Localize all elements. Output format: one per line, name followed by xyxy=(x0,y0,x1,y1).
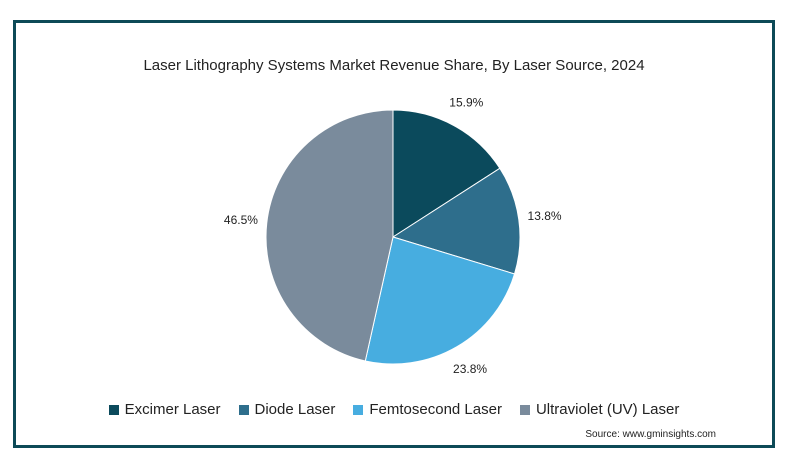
legend-label-diode-laser: Diode Laser xyxy=(254,401,336,418)
legend-label-femtosecond-laser: Femtosecond Laser xyxy=(369,401,502,418)
slice-label-ultraviolet-laser: 46.5% xyxy=(224,213,258,227)
legend-item-ultraviolet-laser: Ultraviolet (UV) Laser xyxy=(519,401,680,418)
legend-item-diode-laser: Diode Laser xyxy=(238,401,336,418)
slice-label-excimer-laser: 15.9% xyxy=(449,96,483,110)
pie-slice-femtosecond-laser xyxy=(364,236,516,365)
chart-title: Laser Lithography Systems Market Revenue… xyxy=(143,57,645,74)
slice-label-diode-laser: 13.8% xyxy=(528,209,562,223)
legend-swatch-ultraviolet-laser xyxy=(519,404,530,415)
source-note: Source: www.gminsights.com xyxy=(585,429,716,440)
legend-item-femtosecond-laser: Femtosecond Laser xyxy=(353,401,502,418)
pie-chart: 15.9% 13.8% 23.8% 46.5% xyxy=(224,96,562,376)
legend-swatch-diode-laser xyxy=(238,404,249,415)
pie-slice-diode-laser xyxy=(391,167,521,275)
pie-slice-excimer-laser xyxy=(392,109,501,238)
chart-legend: Excimer Laser Diode Laser Femtosecond La… xyxy=(16,401,772,418)
legend-swatch-excimer-laser xyxy=(108,404,119,415)
slice-label-femtosecond-laser: 23.8% xyxy=(453,362,487,376)
legend-label-ultraviolet-laser: Ultraviolet (UV) Laser xyxy=(535,401,680,418)
legend-item-excimer-laser: Excimer Laser xyxy=(108,401,221,418)
pie-slice-ultraviolet-laser xyxy=(265,109,394,362)
legend-swatch-femtosecond-laser xyxy=(353,404,364,415)
legend-label-excimer-laser: Excimer Laser xyxy=(124,401,221,418)
chart-frame: Laser Lithography Systems Market Revenue… xyxy=(13,20,775,448)
